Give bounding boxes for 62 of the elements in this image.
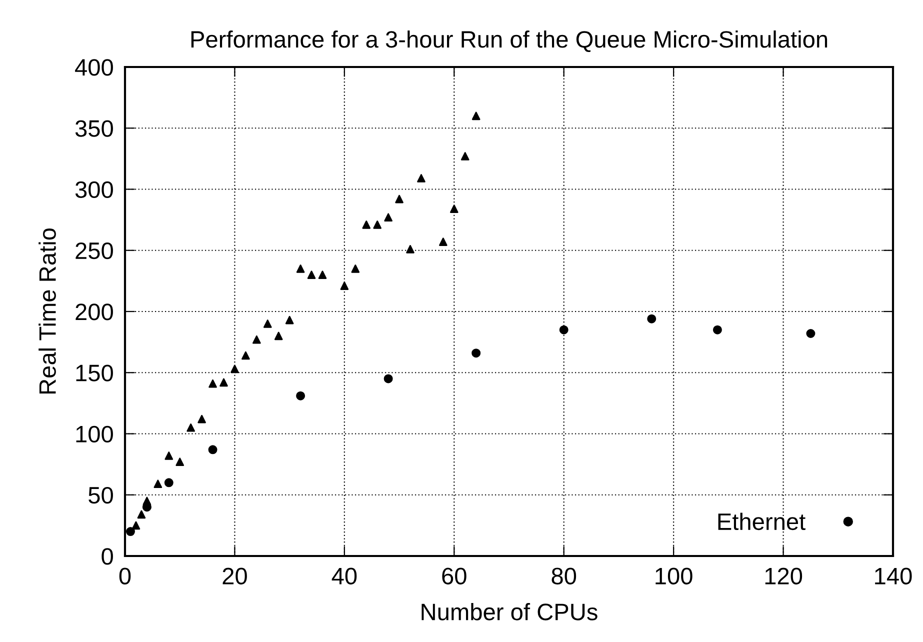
x-tick-label: 60 — [442, 568, 466, 584]
chart-title: Performance for a 3-hour Run of the Queue Micro-Simulation — [191, 30, 828, 52]
y-tick-label: 300 — [75, 181, 113, 198]
point — [450, 204, 458, 213]
point — [242, 351, 250, 360]
y-tick-label: 200 — [76, 304, 113, 320]
point — [439, 238, 448, 246]
point — [647, 314, 656, 324]
point — [318, 270, 327, 279]
point — [395, 194, 404, 204]
x-tick-label: 100 — [656, 568, 692, 584]
point — [559, 325, 568, 334]
point — [220, 378, 228, 387]
point — [307, 270, 316, 279]
y-tick-label: 50 — [88, 486, 113, 504]
point — [712, 325, 722, 334]
y-tick-label: 400 — [75, 59, 113, 76]
x-tick-label: 40 — [332, 568, 357, 584]
point — [351, 264, 360, 273]
point — [417, 174, 426, 182]
x-tick-label: 120 — [765, 568, 802, 584]
point — [373, 220, 382, 229]
point — [460, 152, 470, 160]
y-tick-label: 0 — [102, 548, 113, 565]
point — [252, 335, 261, 344]
point — [142, 496, 152, 506]
x-tick-label: 140 — [875, 568, 912, 584]
point — [406, 244, 414, 254]
point — [296, 391, 306, 400]
point — [340, 282, 349, 290]
point — [132, 521, 140, 530]
point — [186, 423, 195, 432]
point — [208, 445, 218, 454]
point — [198, 414, 206, 424]
point — [154, 480, 162, 488]
point — [472, 112, 480, 120]
point — [296, 264, 305, 273]
point — [230, 364, 239, 374]
point — [384, 374, 393, 384]
point — [263, 320, 272, 328]
x-tick-label: 20 — [222, 568, 247, 584]
y-tick-label: 250 — [76, 242, 113, 260]
point — [362, 220, 371, 229]
y-axis-title: Real Time Ratio — [38, 228, 56, 394]
x-tick-label: 0 — [119, 568, 131, 584]
legend-label: Ethernet — [718, 512, 806, 530]
point — [164, 478, 174, 488]
x-axis-title: Number of CPUs — [422, 603, 598, 620]
y-tick-label: 100 — [76, 426, 113, 443]
y-tick-label: 350 — [75, 120, 113, 137]
point — [164, 452, 174, 460]
point — [137, 510, 146, 519]
point — [806, 329, 816, 338]
x-tick-label: 80 — [552, 568, 576, 584]
point — [384, 213, 392, 222]
point — [274, 332, 283, 340]
point — [285, 316, 294, 324]
point — [472, 348, 481, 358]
point — [176, 458, 184, 466]
y-tick-label: 150 — [76, 364, 113, 382]
point — [126, 527, 135, 536]
point — [208, 379, 217, 388]
